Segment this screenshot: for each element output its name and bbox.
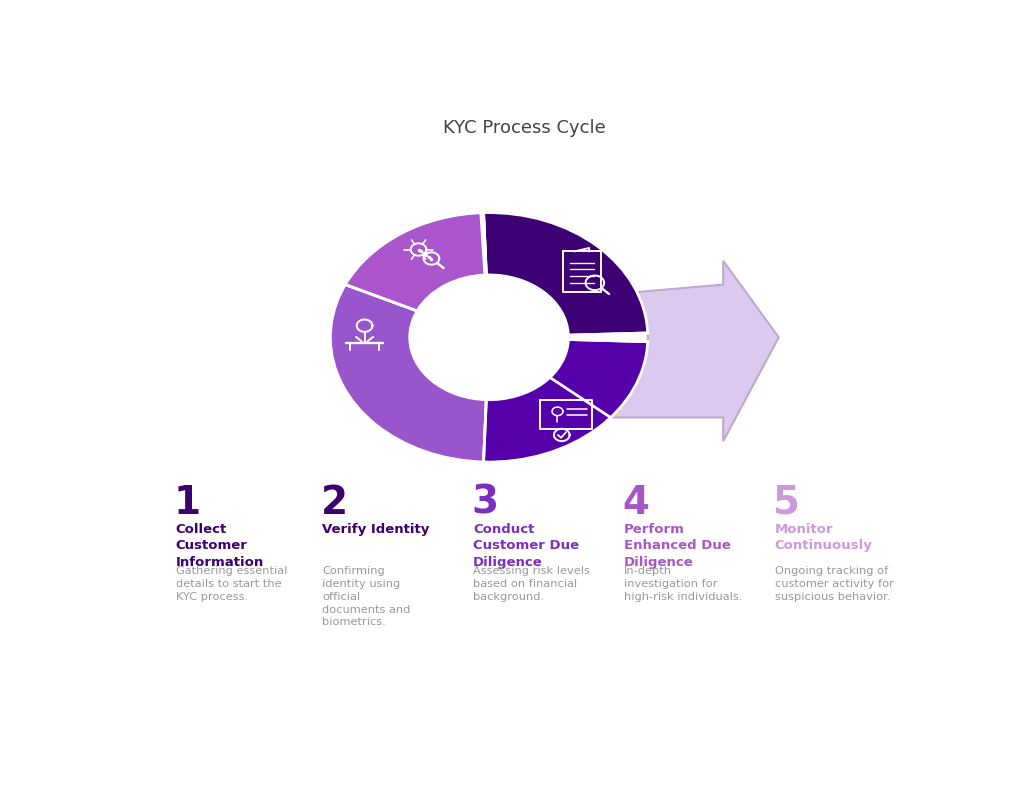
Text: Collect
Customer
Information: Collect Customer Information xyxy=(176,522,264,569)
Wedge shape xyxy=(345,213,486,311)
Text: Confirming
identity using
official
documents and
biometrics.: Confirming identity using official docum… xyxy=(323,566,411,628)
Text: Monitor
Continuously: Monitor Continuously xyxy=(775,522,872,552)
Text: In-depth
investigation for
high-risk individuals.: In-depth investigation for high-risk ind… xyxy=(624,566,742,602)
Text: 4: 4 xyxy=(623,484,649,522)
Text: Conduct
Customer Due
Diligence: Conduct Customer Due Diligence xyxy=(473,522,580,569)
Wedge shape xyxy=(483,212,648,335)
Polygon shape xyxy=(345,212,779,441)
Wedge shape xyxy=(483,339,648,462)
Text: Gathering essential
details to start the
KYC process.: Gathering essential details to start the… xyxy=(176,566,287,602)
Text: 5: 5 xyxy=(773,484,800,522)
Text: 3: 3 xyxy=(472,484,499,522)
Text: Perform
Enhanced Due
Diligence: Perform Enhanced Due Diligence xyxy=(624,522,731,569)
Polygon shape xyxy=(628,222,637,229)
Text: Assessing risk levels
based on financial
background.: Assessing risk levels based on financial… xyxy=(473,566,590,602)
Wedge shape xyxy=(331,213,486,462)
Text: Ongoing tracking of
customer activity for
suspicious behavior.: Ongoing tracking of customer activity fo… xyxy=(775,566,894,602)
Circle shape xyxy=(410,275,568,399)
Text: 1: 1 xyxy=(174,484,201,522)
Text: Verify Identity: Verify Identity xyxy=(323,522,430,535)
Text: 2: 2 xyxy=(321,484,348,522)
Text: KYC Process Cycle: KYC Process Cycle xyxy=(443,119,606,137)
